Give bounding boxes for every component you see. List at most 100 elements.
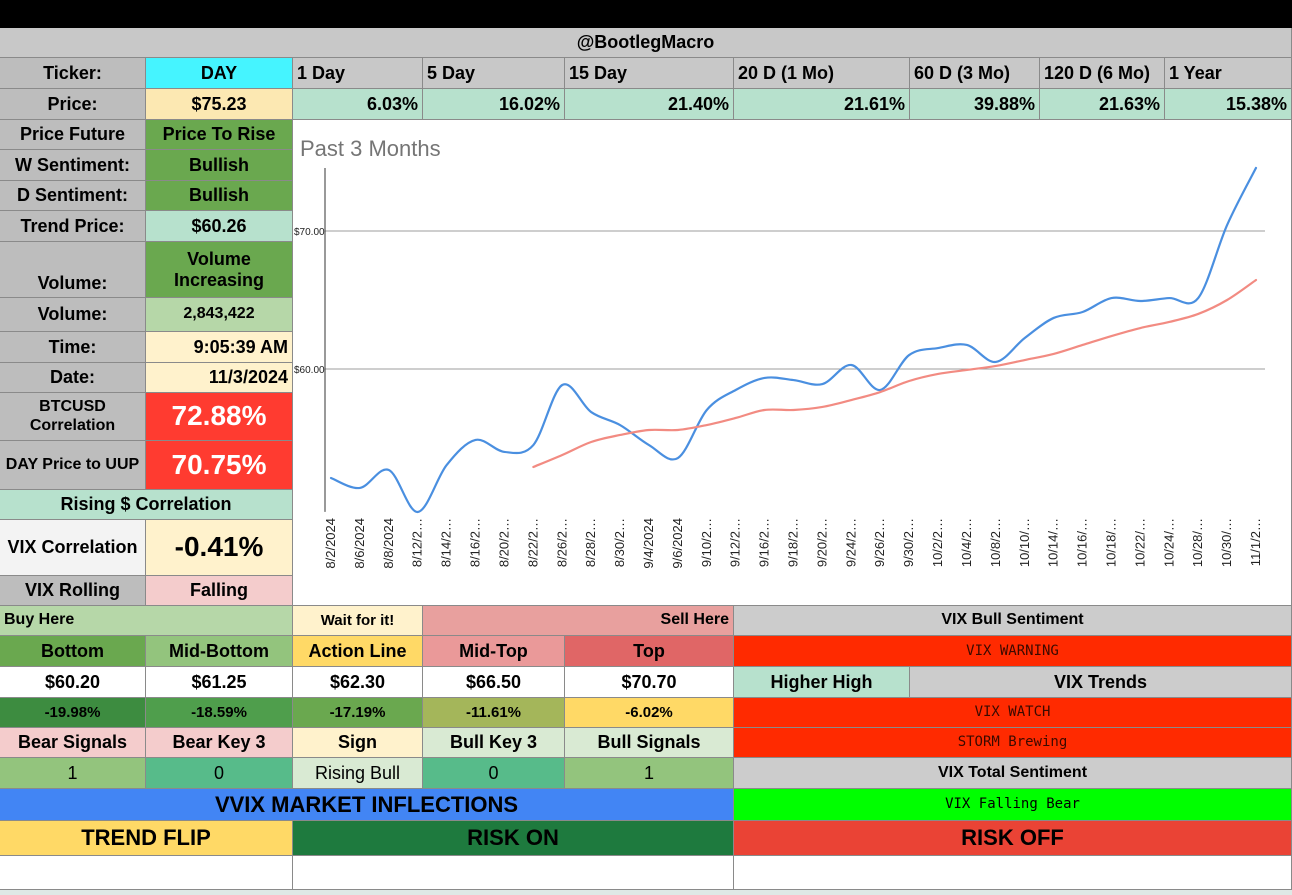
cell: Rising $ Correlation <box>0 490 293 520</box>
cell: @BootlegMacro <box>0 28 1292 58</box>
cell: 0 <box>423 758 565 789</box>
cell: 1 <box>565 758 734 789</box>
cell: Price: <box>0 89 146 120</box>
cell: 1 Day <box>293 58 423 89</box>
cell: Ticker: <box>0 58 146 89</box>
x-tick-label: 8/22/2… <box>525 518 540 567</box>
cell: TREND FLIP <box>0 821 293 856</box>
cell: $60.26 <box>146 211 293 242</box>
cell: STORM Brewing <box>734 728 1292 758</box>
chart-area <box>293 120 1292 606</box>
cell: Date: <box>0 363 146 393</box>
cell: $61.25 <box>146 667 293 698</box>
cell: Volume: <box>0 242 146 298</box>
x-tick-label: 11/1/2… <box>1248 518 1263 566</box>
cell: 15.38% <box>1165 89 1292 120</box>
chart: Past 3 Months $60.00 $70.00 8/2/2024 8/6/20… <box>294 136 1265 569</box>
x-tick-label: 9/24/2… <box>843 518 858 567</box>
cell: VIX Total Sentiment <box>734 758 1292 789</box>
cell: 21.61% <box>734 89 910 120</box>
cell: Time: <box>0 332 146 363</box>
x-tick-label: 10/14/… <box>1046 518 1061 567</box>
cell: 11/3/2024 <box>146 363 293 393</box>
cell: 1 <box>0 758 146 789</box>
cell: Wait for it! <box>293 606 423 636</box>
cell: 1 Year <box>1165 58 1292 89</box>
cell: $60.20 <box>0 667 146 698</box>
x-tick-label: 9/20/2… <box>814 518 829 567</box>
cell: VIX Rolling <box>0 576 146 606</box>
cell: W Sentiment: <box>0 150 146 181</box>
x-tick-label: 9/30/2… <box>901 518 916 567</box>
cell: D Sentiment: <box>0 181 146 211</box>
cell: $62.30 <box>293 667 423 698</box>
cell: DAY Price to UUP <box>0 441 146 490</box>
cell <box>293 856 734 890</box>
cell: 39.88% <box>910 89 1040 120</box>
cell: DAY <box>146 58 293 89</box>
cell: Sign <box>293 728 423 758</box>
cell: Volume Increasing <box>146 242 293 298</box>
x-tick-label: 10/24/… <box>1161 518 1176 567</box>
cell: 70.75% <box>146 441 293 490</box>
cell: Bull Key 3 <box>423 728 565 758</box>
y-tick-label: $60.00 <box>294 365 325 376</box>
cell <box>734 856 1292 890</box>
x-tick-label: 10/28/… <box>1190 518 1205 567</box>
cell: $75.23 <box>146 89 293 120</box>
cell: Volume: <box>0 298 146 332</box>
x-tick-label: 8/8/2024 <box>381 518 396 569</box>
cell: Bear Signals <box>0 728 146 758</box>
cell: -18.59% <box>146 698 293 728</box>
x-tick-label: 9/4/2024 <box>641 518 656 569</box>
cell: 16.02% <box>423 89 565 120</box>
x-tick-label: 10/2/2… <box>930 518 945 567</box>
cell: 21.40% <box>565 89 734 120</box>
cell: Mid-Bottom <box>146 636 293 667</box>
cell <box>0 856 293 890</box>
cell: 0 <box>146 758 293 789</box>
x-tick-label: 10/10/… <box>1017 518 1032 567</box>
cell: 2,843,422 <box>146 298 293 332</box>
y-tick-label: $70.00 <box>294 227 325 238</box>
cell: RISK OFF <box>734 821 1292 856</box>
cell: Price Future <box>0 120 146 150</box>
cell: 5 Day <box>423 58 565 89</box>
cell: Price To Rise <box>146 120 293 150</box>
x-tick-label: 8/16/2… <box>468 518 483 567</box>
cell: -6.02% <box>565 698 734 728</box>
cell: 6.03% <box>293 89 423 120</box>
cell: VIX Correlation <box>0 520 146 576</box>
cell: -0.41% <box>146 520 293 576</box>
cell: Bear Key 3 <box>146 728 293 758</box>
cell: 21.63% <box>1040 89 1165 120</box>
x-tick-label: 8/28/2… <box>583 518 598 567</box>
x-tick-label: 10/18/… <box>1103 518 1118 567</box>
cell: VIX Bull Sentiment <box>734 606 1292 636</box>
cell: 15 Day <box>565 58 734 89</box>
cell: 20 D (1 Mo) <box>734 58 910 89</box>
bottom-strip <box>0 890 1292 895</box>
chart-title: Past 3 Months <box>300 136 441 161</box>
cell: -11.61% <box>423 698 565 728</box>
cell: 120 D (6 Mo) <box>1040 58 1165 89</box>
cell: 9:05:39 AM <box>146 332 293 363</box>
cell: VIX WARNING <box>734 636 1292 667</box>
x-tick-label: 10/22/… <box>1132 518 1147 567</box>
cell: Buy Here <box>0 606 293 636</box>
x-tick-label: 8/14/2… <box>439 518 454 567</box>
x-tick-label: 9/6/2024 <box>670 518 685 569</box>
x-tick-label: 9/26/2… <box>872 518 887 567</box>
cell: Top <box>565 636 734 667</box>
cell: Higher High <box>734 667 910 698</box>
cell: Bull Signals <box>565 728 734 758</box>
x-tick-label: 9/10/2… <box>699 518 714 567</box>
cell: 72.88% <box>146 393 293 441</box>
cell: VIX Falling Bear <box>734 789 1292 821</box>
series-line <box>329 166 1258 514</box>
cell: -19.98% <box>0 698 146 728</box>
x-tick-label: 8/26/2… <box>554 518 569 567</box>
cell: Bullish <box>146 150 293 181</box>
x-tick-label: 8/30/2… <box>612 518 627 567</box>
